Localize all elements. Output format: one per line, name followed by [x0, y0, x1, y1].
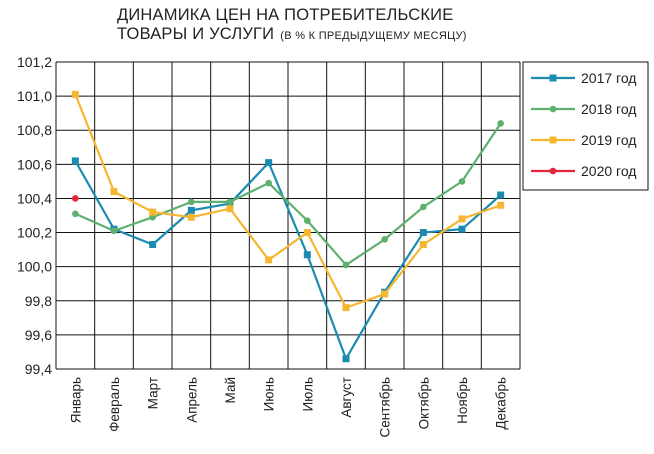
legend-swatch-marker [549, 105, 557, 113]
series-layer [71, 90, 505, 363]
x-tick-label: Март [146, 377, 161, 409]
chart-subtitle: (В % К ПРЕДЫДУЩЕМУ МЕСЯЦУ) [280, 30, 467, 42]
data-point [265, 159, 273, 167]
series-line [74, 93, 502, 309]
data-point [303, 229, 311, 237]
data-point [458, 215, 466, 223]
x-tick-label: Сентябрь [378, 377, 393, 437]
chart-title-block: ДИНАМИКА ЦЕН НА ПОТРЕБИТЕЛЬСКИЕ ТОВАРЫ И… [117, 6, 467, 46]
data-point [458, 225, 466, 233]
legend-swatch-marker [549, 74, 557, 82]
data-point [381, 236, 388, 243]
data-point [71, 90, 79, 98]
legend-label: 2019 год [581, 132, 636, 148]
data-point [226, 198, 234, 206]
x-axis-ticks: Январь Февраль Март Апрель Май Июнь Июль Август… [68, 377, 508, 437]
data-point [149, 240, 157, 248]
chart-title: ДИНАМИКА ЦЕН НА ПОТРЕБИТЕЛЬСКИЕ [117, 6, 454, 24]
data-point [226, 205, 234, 213]
data-point [458, 178, 466, 185]
x-tick-label: Октябрь [416, 377, 431, 429]
y-tick-label: 101,2 [17, 54, 52, 70]
data-point [497, 120, 504, 127]
legend-label: 2017 год [581, 70, 636, 86]
x-tick-label: Июль [300, 377, 315, 411]
data-point [497, 201, 505, 209]
data-point [419, 229, 427, 237]
series-line [74, 160, 502, 360]
data-point [419, 240, 427, 248]
legend-label: 2020 год [581, 163, 636, 179]
x-tick-label: Апрель [184, 377, 199, 423]
data-point [187, 213, 195, 221]
data-point [110, 227, 118, 235]
chart-title-line2: ТОВАРЫ И УСЛУГИ (В % К ПРЕДЫДУЩЕМУ МЕСЯЦУ… [117, 25, 467, 46]
y-tick-label: 99,8 [25, 293, 52, 309]
legend-label: 2018 год [581, 101, 636, 117]
grid-layer [55, 61, 521, 370]
y-tick-label: 101,0 [17, 88, 52, 104]
legend-box [522, 61, 649, 191]
legend-swatch-marker [549, 136, 557, 144]
legend: 2017 год 2018 год 2019 год 2020 год [522, 61, 649, 191]
data-point [497, 191, 505, 199]
y-tick-label: 100,4 [17, 190, 52, 206]
data-point [72, 195, 79, 202]
series-2020 [72, 195, 79, 202]
y-tick-label: 100,6 [17, 156, 52, 172]
legend-item: 2017 год [531, 70, 636, 86]
y-tick-label: 100,2 [17, 225, 52, 241]
y-tick-label: 99,6 [25, 327, 52, 343]
data-point [110, 188, 118, 196]
data-point [265, 179, 272, 187]
data-point [304, 217, 311, 224]
data-point [187, 206, 195, 214]
legend-item: 2019 год [531, 132, 636, 148]
data-point [342, 304, 350, 312]
chart-title-second: ТОВАРЫ И УСЛУГИ [117, 25, 275, 43]
x-tick-label: Июнь [262, 377, 277, 411]
legend-item: 2020 год [531, 163, 636, 179]
legend-item: 2018 год [531, 101, 636, 117]
data-point [303, 251, 311, 259]
y-tick-label: 100,0 [17, 259, 52, 275]
y-tick-label: 100,8 [17, 122, 52, 138]
data-point [420, 203, 427, 211]
data-point [381, 290, 389, 298]
series-line [74, 122, 502, 267]
data-point [72, 210, 79, 218]
series-2019 [71, 90, 505, 312]
x-tick-label: Май [223, 377, 238, 403]
data-point [342, 261, 350, 269]
x-tick-label: Февраль [107, 377, 122, 432]
legend-swatch-marker [549, 167, 557, 175]
y-tick-label: 99,4 [25, 361, 52, 377]
x-tick-label: Декабрь [494, 377, 509, 430]
x-tick-label: Январь [68, 377, 83, 423]
x-tick-label: Ноябрь [455, 377, 470, 424]
data-point [265, 256, 273, 264]
x-tick-label: Август [339, 377, 354, 418]
y-axis-ticks: 99,4 99,6 99,8 100,0 100,2 100,4 100,6 100,8 101… [17, 54, 52, 377]
data-point [342, 355, 350, 363]
data-point [188, 198, 195, 206]
data-point [149, 208, 157, 216]
data-point [71, 157, 79, 165]
